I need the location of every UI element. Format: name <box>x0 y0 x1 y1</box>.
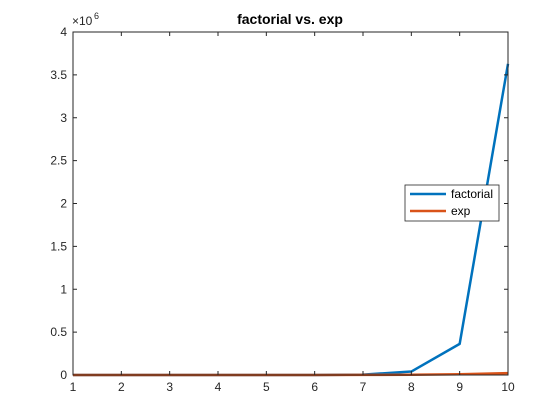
y-tick-label: 3 <box>60 111 67 125</box>
y-tick-label: 1 <box>60 282 67 296</box>
x-tick-label: 10 <box>501 380 515 394</box>
y-exponent-base: ×10 <box>72 14 93 28</box>
y-tick-label: 0.5 <box>50 325 67 339</box>
x-axis: 1 2 3 4 5 6 7 8 9 10 <box>70 32 515 394</box>
legend-label-factorial: factorial <box>451 187 493 201</box>
y-tick-label: 1.5 <box>50 239 67 253</box>
x-tick-label: 6 <box>311 380 318 394</box>
y-exponent-label: ×10 6 <box>72 11 99 28</box>
y-tick-label: 2.5 <box>50 154 67 168</box>
legend-box <box>404 184 500 222</box>
y-tick-label: 3.5 <box>50 68 67 82</box>
x-tick-label: 4 <box>215 380 222 394</box>
x-tick-label: 8 <box>408 380 415 394</box>
x-tick-label: 3 <box>166 380 173 394</box>
y-exponent-power: 6 <box>94 11 99 21</box>
legend-label-exp: exp <box>451 204 471 218</box>
x-tick-label: 7 <box>360 380 367 394</box>
x-tick-label: 1 <box>70 380 77 394</box>
legend[interactable]: factorial exp <box>404 184 500 222</box>
y-axis: 0 0.5 1 1.5 2 2.5 3 3.5 4 <box>50 25 508 382</box>
y-tick-label: 0 <box>60 368 67 382</box>
y-tick-label: 2 <box>60 197 67 211</box>
y-tick-label: 4 <box>60 25 67 39</box>
x-tick-label: 5 <box>263 380 270 394</box>
x-tick-label: 2 <box>118 380 125 394</box>
x-tick-label: 9 <box>456 380 463 394</box>
chart-title: factorial vs. exp <box>237 11 343 27</box>
